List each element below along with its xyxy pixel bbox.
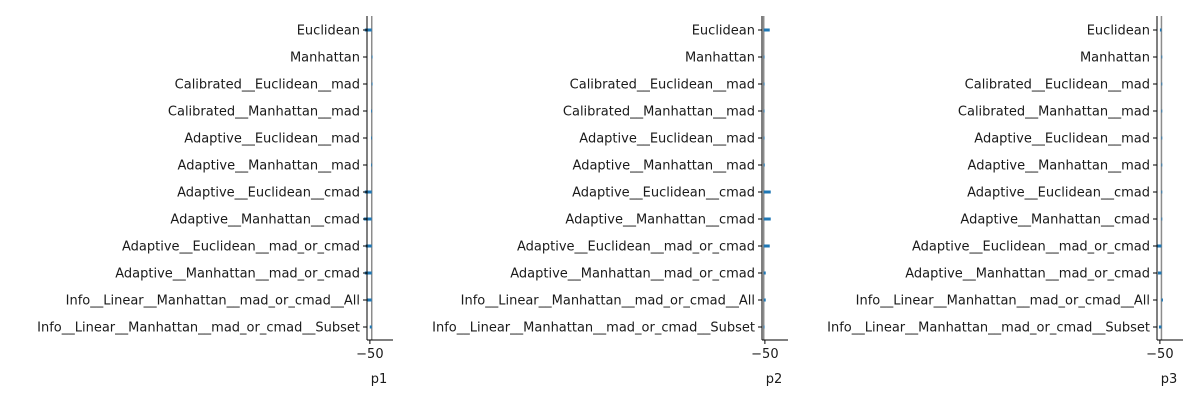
y-tick-label: Adaptive__Euclidean__mad_or_cmad (517, 240, 755, 255)
bar-Adaptive__Manhattan__cmad (1161, 217, 1163, 221)
bar-Calibrated__Manhattan__mad (371, 109, 373, 113)
chart-panel-p1: Euclidean Manhattan Calibrated__Euclidean_… (37, 16, 393, 387)
y-tick-label: Manhattan (1080, 51, 1150, 66)
bar-Adaptive__Euclidean__mad (1161, 136, 1163, 140)
bar-Info__Linear__Manhattan__mad_or_cmad__Subset (763, 325, 765, 329)
y-tick-label: Adaptive__Euclidean__cmad (572, 186, 755, 201)
y-tick-label: Adaptive__Manhattan__mad (178, 159, 360, 174)
bar-Adaptive__Euclidean__cmad (1161, 190, 1163, 194)
bar-Adaptive__Euclidean__mad_or_cmad (1156, 244, 1162, 248)
x-tick-label: −50 (356, 347, 383, 362)
bar-Adaptive__Manhattan__mad (1161, 163, 1163, 167)
y-tick-label: Manhattan (685, 51, 755, 66)
y-tick-label: Euclidean (297, 24, 360, 39)
bar-Adaptive__Manhattan__cmad (363, 217, 372, 221)
bar-Adaptive__Manhattan__cmad (763, 217, 771, 221)
bar-Euclidean (763, 28, 770, 32)
bar-Adaptive__Euclidean__mad_or_cmad (763, 244, 770, 248)
bar-Adaptive__Euclidean__mad_or_cmad (365, 244, 372, 248)
y-tick-label: Calibrated__Manhattan__mad (958, 105, 1150, 120)
bar-Adaptive__Manhattan__mad (371, 163, 373, 167)
y-tick-label: Calibrated__Manhattan__mad (168, 105, 360, 120)
y-tick-label: Calibrated__Manhattan__mad (563, 105, 755, 120)
bar-Manhattan (763, 55, 765, 59)
y-tick-label: Adaptive__Manhattan__cmad (565, 213, 755, 228)
bar-Adaptive__Euclidean__cmad (763, 190, 771, 194)
bar-Manhattan (371, 55, 373, 59)
bar-Calibrated__Manhattan__mad (763, 109, 765, 113)
bar-Adaptive__Manhattan__mad_or_cmad (1157, 271, 1162, 275)
y-tick-label: Adaptive__Euclidean__mad (184, 132, 360, 147)
y-tick-label: Calibrated__Euclidean__mad (175, 78, 360, 93)
x-axis-label: p3 (1161, 372, 1178, 387)
y-tick-label: Manhattan (290, 51, 360, 66)
bar-Euclidean (1159, 28, 1162, 32)
bar-Adaptive__Euclidean__mad (763, 136, 765, 140)
y-tick-label: Euclidean (1087, 24, 1150, 39)
chart-panel-p2: Euclidean Manhattan Calibrated__Euclidean_… (432, 16, 788, 387)
bar-Calibrated__Euclidean__mad (1161, 82, 1163, 86)
bar-Info__Linear__Manhattan__mad_or_cmad__Subset (1158, 325, 1162, 329)
y-tick-label: Adaptive__Manhattan__mad (968, 159, 1150, 174)
y-tick-label: Adaptive__Euclidean__mad (579, 132, 755, 147)
y-tick-label: Adaptive__Euclidean__mad_or_cmad (122, 240, 360, 255)
y-tick-label: Info__Linear__Manhattan__mad_or_cmad__Al… (856, 294, 1150, 309)
y-tick-label: Adaptive__Euclidean__cmad (177, 186, 360, 201)
y-tick-label: Adaptive__Manhattan__cmad (960, 213, 1150, 228)
y-tick-label: Euclidean (692, 24, 755, 39)
bar-Calibrated__Euclidean__mad (371, 82, 373, 86)
bar-Calibrated__Manhattan__mad (1161, 109, 1163, 113)
y-tick-label: Adaptive__Euclidean__mad_or_cmad (912, 240, 1150, 255)
x-tick-label: −50 (751, 347, 778, 362)
bar-Info__Linear__Manhattan__mad_or_cmad__All (366, 298, 372, 302)
y-tick-label: Info__Linear__Manhattan__mad_or_cmad__Su… (37, 321, 360, 336)
bar-Adaptive__Euclidean__mad (371, 136, 373, 140)
y-tick-label: Info__Linear__Manhattan__mad_or_cmad__Su… (827, 321, 1150, 336)
y-tick-label: Info__Linear__Manhattan__mad_or_cmad__Su… (432, 321, 755, 336)
bar-Adaptive__Euclidean__cmad (364, 190, 372, 194)
y-tick-label: Adaptive__Euclidean__cmad (967, 186, 1150, 201)
bar-Euclidean (364, 28, 372, 32)
y-tick-label: Adaptive__Manhattan__cmad (170, 213, 360, 228)
x-axis-label: p1 (371, 372, 388, 387)
bar-Info__Linear__Manhattan__mad_or_cmad__All (763, 298, 766, 302)
bar-Adaptive__Manhattan__mad (763, 163, 765, 167)
x-tick-label: −50 (1146, 347, 1173, 362)
bar-Adaptive__Manhattan__mad_or_cmad (763, 271, 766, 275)
chart-panel-p3: Euclidean Manhattan Calibrated__Euclidean_… (827, 16, 1183, 387)
y-tick-label: Adaptive__Manhattan__mad_or_cmad (905, 267, 1150, 282)
y-tick-label: Adaptive__Manhattan__mad_or_cmad (510, 267, 755, 282)
x-axis-label: p2 (766, 372, 783, 387)
bar-Adaptive__Manhattan__mad_or_cmad (364, 271, 372, 275)
bar-Manhattan (1161, 55, 1163, 59)
y-tick-label: Info__Linear__Manhattan__mad_or_cmad__Al… (461, 294, 755, 309)
y-tick-label: Calibrated__Euclidean__mad (570, 78, 755, 93)
y-tick-label: Adaptive__Manhattan__mad (573, 159, 755, 174)
bar-Info__Linear__Manhattan__mad_or_cmad__All (1161, 298, 1163, 302)
y-tick-label: Adaptive__Euclidean__mad (974, 132, 1150, 147)
bar-Info__Linear__Manhattan__mad_or_cmad__Subset (369, 325, 372, 329)
y-tick-label: Info__Linear__Manhattan__mad_or_cmad__Al… (66, 294, 360, 309)
y-tick-label: Calibrated__Euclidean__mad (965, 78, 1150, 93)
bar-Calibrated__Euclidean__mad (763, 82, 765, 86)
y-tick-label: Adaptive__Manhattan__mad_or_cmad (115, 267, 360, 282)
